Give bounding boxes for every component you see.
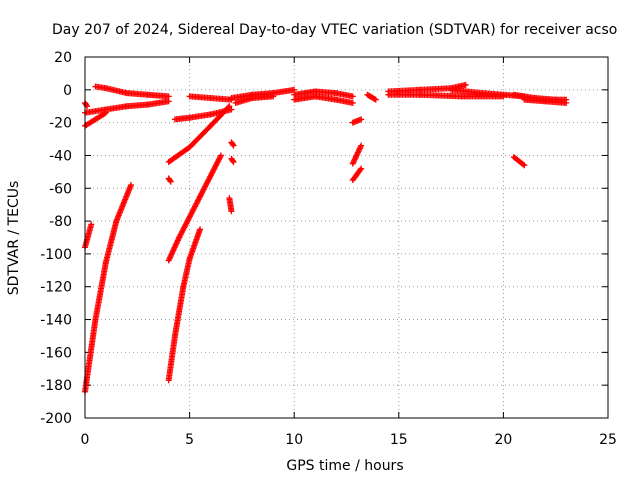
data-point-track-10-13: [349, 93, 356, 100]
y-tick-label: -20: [49, 116, 72, 132]
x-axis-label: GPS time / hours: [286, 458, 403, 474]
data-point-short-track-21: [520, 161, 527, 168]
x-tick-label: 25: [599, 432, 617, 448]
data-point-isolated-7b: [229, 157, 236, 164]
data-point-diagonal-track-1: [217, 152, 224, 159]
x-tick-label: 0: [81, 432, 90, 448]
data-point-isolated-4: [167, 177, 174, 184]
y-tick-label: -140: [40, 313, 72, 329]
y-tick-label: 20: [54, 50, 72, 66]
data-point-isolated-0: [83, 102, 90, 109]
data-point-track-13-5: [371, 95, 378, 102]
y-tick-label: -120: [40, 280, 72, 296]
data-point-cluster-13-a: [358, 116, 365, 123]
data-point-isolated-4: [167, 178, 174, 185]
x-tick-label: 5: [185, 432, 194, 448]
data-point-track-13-5: [372, 96, 379, 103]
data-point-isolated-7a: [229, 141, 236, 148]
x-tick-label: 10: [285, 432, 303, 448]
y-tick-label: -60: [49, 181, 72, 197]
data-point-steep-track-early: [128, 181, 135, 188]
y-tick-label: -200: [40, 411, 72, 427]
data-point-steep-track-mid: [197, 226, 204, 233]
data-point-cluster-13-c: [357, 166, 364, 173]
data-point-isolated-7c: [228, 208, 235, 215]
data-point-track-21-23-low: [563, 99, 570, 106]
grid-lines: [85, 57, 608, 418]
chart-title: Day 207 of 2024, Sidereal Day-to-day VTE…: [52, 22, 617, 38]
data-point-isolated-7a: [230, 142, 237, 149]
data-point-track-10-13-low: [349, 99, 356, 106]
x-tick-label: 20: [494, 432, 512, 448]
data-point-track-lower-left: [165, 98, 172, 105]
data-point-cluster-13-b: [358, 142, 365, 149]
y-tick-label: -160: [40, 345, 72, 361]
data-points: [82, 81, 570, 395]
y-tick-label: -40: [49, 148, 72, 164]
y-tick-label: 0: [63, 83, 72, 99]
x-tick-label: 15: [390, 432, 408, 448]
data-point-isolated-7b: [230, 159, 237, 166]
y-tick-label: -180: [40, 378, 72, 394]
axis-ticks: 0 5 10 15 20 25 20 0 -20 -40 -60 -80 -100 -120 -140 -16…: [40, 50, 617, 448]
data-point-track-5-7-low: [228, 106, 235, 113]
data-point-short-track-21: [521, 162, 528, 169]
data-point-cluster-13-c: [358, 165, 365, 172]
y-tick-label: -80: [49, 214, 72, 230]
y-tick-label: -100: [40, 247, 72, 263]
data-point-track-15-18: [462, 81, 469, 88]
data-point-short-track-early: [88, 221, 95, 228]
plot-frame: [84, 56, 609, 419]
y-axis-label: SDTVAR / TECUs: [6, 181, 22, 296]
data-point-track-7-10-low: [270, 93, 277, 100]
